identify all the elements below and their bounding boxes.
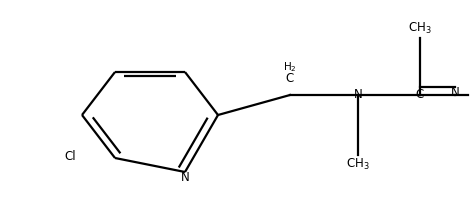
Text: CH$_3$: CH$_3$ [408, 21, 432, 36]
Text: CH$_3$: CH$_3$ [346, 157, 370, 172]
Text: N: N [181, 171, 190, 184]
Text: C: C [286, 72, 294, 85]
Text: N: N [354, 89, 363, 102]
Text: N: N [451, 87, 459, 99]
Text: H$_2$: H$_2$ [283, 61, 297, 74]
Text: Cl: Cl [64, 150, 76, 164]
Text: C: C [416, 89, 424, 102]
